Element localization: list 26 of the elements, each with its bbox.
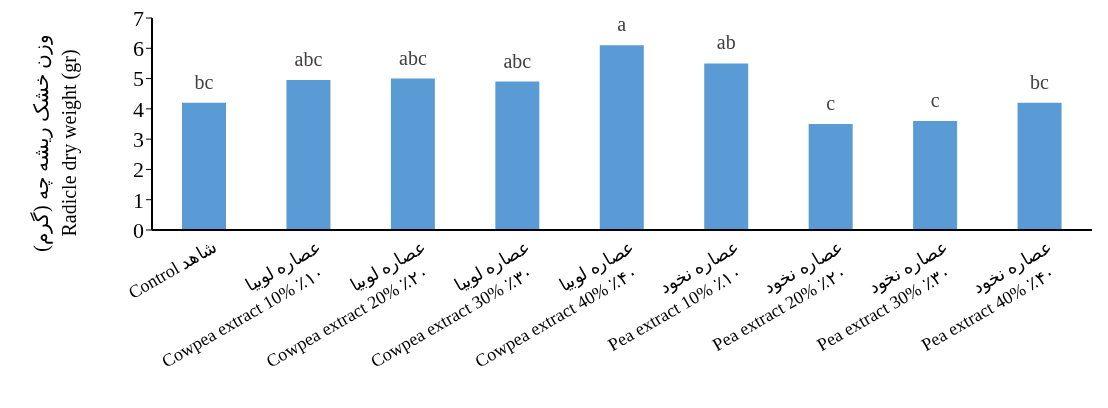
data-label: ab	[716, 31, 736, 54]
bar	[390, 78, 435, 230]
y-tick-label: 0	[133, 217, 144, 243]
data-label: a	[617, 13, 627, 36]
y-tick-label: 7	[133, 5, 144, 31]
data-label: c	[930, 88, 940, 111]
data-label: abc	[294, 48, 323, 71]
bar	[704, 63, 749, 230]
bar	[182, 102, 226, 230]
data-label: c	[826, 92, 836, 114]
data-label: abc	[399, 46, 427, 69]
y-tick-label: 1	[133, 187, 144, 213]
bar	[913, 120, 958, 230]
y-tick-label: 5	[133, 66, 144, 92]
data-label: bc	[1030, 70, 1050, 93]
y-tick-label: 2	[133, 157, 144, 183]
bar	[286, 80, 331, 230]
bar	[495, 81, 540, 230]
bar	[599, 45, 644, 230]
data-label: abc	[503, 49, 532, 72]
data-label: bc	[194, 70, 214, 93]
bar	[1017, 102, 1062, 230]
y-tick-label: 6	[133, 36, 144, 62]
y-tick-label: 4	[133, 96, 144, 122]
bar	[808, 124, 853, 230]
y-tick-label: 3	[133, 126, 144, 152]
